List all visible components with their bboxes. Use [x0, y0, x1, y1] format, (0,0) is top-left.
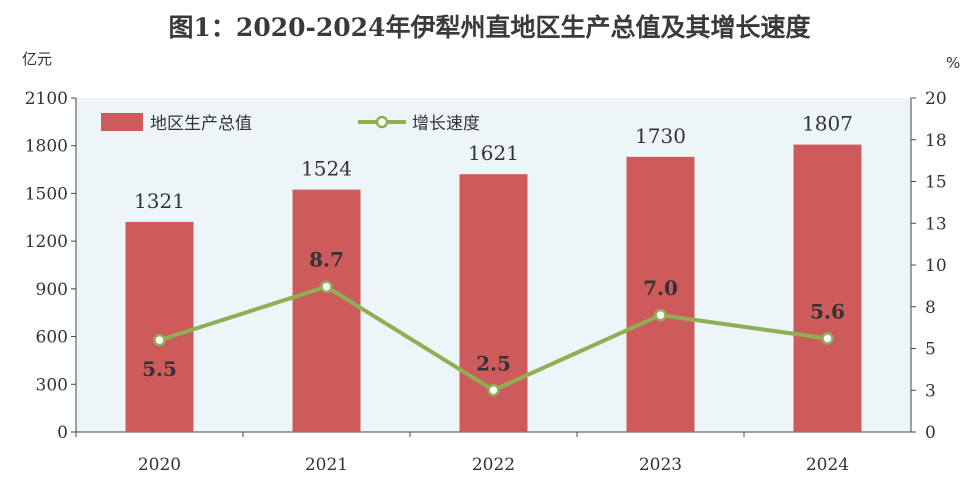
right-tick-label: 13 [925, 214, 947, 234]
bar-value-label: 1321 [134, 189, 185, 213]
x-tick-label: 2024 [806, 455, 849, 475]
right-tick-label: 18 [925, 131, 947, 151]
growth-marker [153, 333, 166, 347]
x-tick-label: 2020 [138, 455, 181, 475]
bar [626, 156, 695, 432]
legend-bar-swatch [101, 113, 143, 131]
left-axis-unit: 亿元 [22, 50, 52, 68]
chart-title: 图1：2020-2024年伊犁州直地区生产总值及其增长速度 [168, 13, 811, 42]
growth-value-label: 8.7 [309, 248, 344, 272]
right-tick-label: 10 [925, 256, 947, 276]
left-tick-label: 600 [36, 328, 68, 348]
legend-line-label: 增长速度 [412, 114, 480, 134]
legend-line-marker [375, 115, 389, 129]
right-tick-label: 3 [925, 381, 936, 401]
growth-value-label: 5.5 [142, 357, 177, 381]
left-tick-label: 1500 [25, 184, 68, 204]
growth-marker [821, 332, 834, 345]
bar [793, 144, 862, 432]
growth-marker [654, 308, 667, 322]
left-tick-label: 1200 [25, 232, 68, 252]
left-tick-label: 1800 [25, 137, 68, 157]
right-tick-label: 5 [925, 340, 936, 360]
growth-value-label: 7.0 [643, 276, 678, 300]
growth-value-label: 5.6 [810, 299, 845, 323]
legend-bar-label: 地区生产总值 [150, 114, 252, 134]
left-tick-label: 2100 [25, 89, 68, 109]
growth-value-label: 2.5 [476, 351, 511, 375]
bar-value-label: 1524 [301, 157, 352, 181]
x-tick-label: 2022 [472, 455, 515, 475]
left-tick-label: 0 [57, 423, 68, 443]
right-tick-label: 20 [925, 89, 947, 109]
left-tick-label: 300 [36, 375, 68, 395]
left-tick-label: 900 [36, 280, 68, 300]
right-tick-label: 15 [925, 173, 947, 193]
bar-value-label: 1807 [802, 112, 853, 136]
right-axis-unit: % [946, 54, 960, 72]
x-tick-label: 2023 [639, 455, 682, 475]
x-tick-label: 2021 [305, 455, 348, 475]
right-tick-label: 0 [925, 423, 936, 443]
bar [125, 221, 194, 432]
bar [292, 189, 361, 432]
bar-value-label: 1730 [635, 124, 686, 148]
bar-value-label: 1621 [468, 141, 519, 165]
growth-marker [320, 280, 333, 293]
growth-marker [487, 384, 500, 397]
right-tick-label: 8 [925, 298, 936, 318]
